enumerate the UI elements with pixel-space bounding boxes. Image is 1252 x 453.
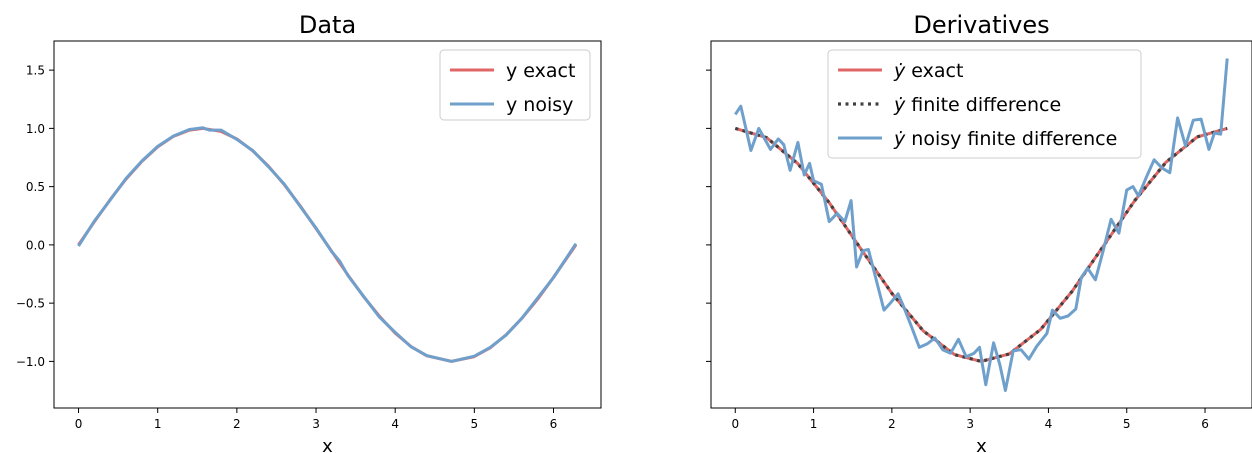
- y-tick-label: 1.5: [26, 64, 45, 78]
- y-tick-label: 1.0: [26, 122, 45, 136]
- x-tick-label: 0: [75, 417, 83, 431]
- legend-name: exact: [905, 60, 963, 82]
- legend-label: y exact: [506, 60, 575, 82]
- x-tick-label: 3: [312, 417, 320, 431]
- series-line-finite-difference: [734, 126, 1228, 363]
- legend-label: ẏ exact: [893, 60, 963, 82]
- y-tick-label: 0.0: [26, 238, 45, 252]
- axes-frame: [710, 40, 1252, 409]
- x-tick-label: 6: [550, 417, 558, 431]
- y-tick-label: 0.5: [26, 180, 45, 194]
- legend-box: [827, 49, 1142, 159]
- legend-name: finite difference: [905, 94, 1061, 116]
- x-tick-label: 4: [1045, 417, 1053, 431]
- legend-label: y noisy: [506, 94, 573, 116]
- x-tick-label: 1: [154, 417, 162, 431]
- x-tick-label: 3: [966, 417, 974, 431]
- x-tick-label: 0: [731, 417, 739, 431]
- x-tick-label: 5: [1123, 417, 1131, 431]
- legend-label: ẏ noisy finite difference: [893, 128, 1117, 150]
- series-line-y-noisy: [77, 126, 578, 363]
- legend-label: ẏ finite difference: [893, 94, 1061, 116]
- legend: y exact y noisy: [439, 49, 591, 121]
- chart-title: Data: [299, 11, 356, 39]
- legend-name: noisy finite difference: [905, 128, 1117, 150]
- x-tick-label: 1: [810, 417, 818, 431]
- series-group: [77, 126, 578, 363]
- series-group: [734, 58, 1229, 392]
- y-tick-label: −1.0: [16, 355, 45, 369]
- y-tick-label: −0.5: [16, 297, 45, 311]
- legend-prefix: ẏ: [893, 128, 906, 150]
- axes-frame: [53, 40, 602, 409]
- legend-prefix: ẏ: [893, 60, 906, 82]
- x-tick-label: 6: [1201, 417, 1209, 431]
- x-tick-label: 4: [391, 417, 399, 431]
- chart-title: Derivatives: [913, 11, 1049, 39]
- x-tick-label: 2: [888, 417, 896, 431]
- legend-prefix: ẏ: [893, 94, 906, 116]
- series-line-noisy-finite-difference: [734, 58, 1229, 392]
- x-axis-label: x: [976, 436, 987, 453]
- x-tick-label: 5: [471, 417, 479, 431]
- x-tick-label: 2: [233, 417, 241, 431]
- x-axis-label: x: [322, 436, 333, 453]
